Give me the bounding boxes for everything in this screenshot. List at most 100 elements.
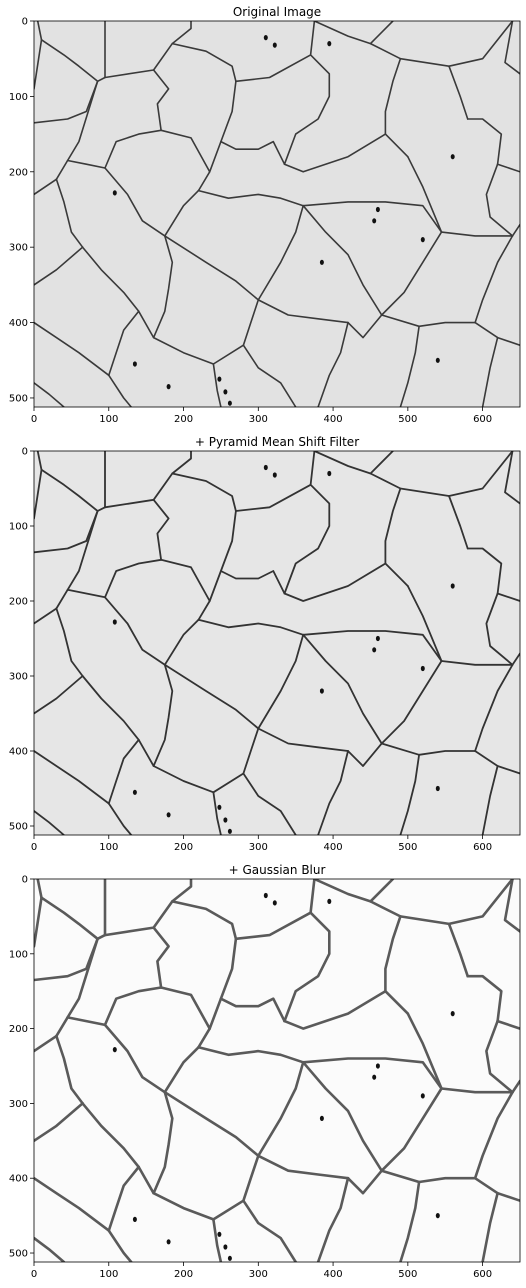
grain-boundary: [34, 607, 58, 625]
grain-boundary: [34, 382, 65, 407]
pore: [420, 237, 425, 243]
axes-frame: [33, 450, 521, 836]
grain-boundary: [40, 21, 106, 83]
pore: [450, 154, 455, 160]
pore: [217, 376, 222, 382]
grain-boundary: [283, 989, 387, 1030]
grain-boundary: [380, 660, 443, 745]
grain-boundary: [212, 727, 260, 794]
grain-boundary: [313, 879, 395, 903]
grain-boundary: [466, 118, 503, 165]
x-tick-label: 600: [473, 414, 492, 425]
grain-boundary: [34, 750, 110, 805]
grain-boundary: [55, 1016, 107, 1038]
pore: [319, 1115, 324, 1121]
grain-boundary: [34, 178, 58, 196]
panel-title: + Gaussian Blur: [229, 863, 326, 877]
grain-boundary: [220, 140, 286, 165]
grain-boundary: [171, 472, 237, 512]
grain-boundary: [347, 314, 383, 339]
y-tick-label: 0: [22, 17, 28, 28]
pore: [166, 812, 171, 818]
grain-boundary: [242, 772, 297, 835]
panel-title: Original Image: [233, 5, 321, 19]
panel-title: + Pyramid Mean Shift Filter: [195, 435, 359, 449]
pore: [372, 647, 377, 653]
grain-boundary: [34, 675, 84, 715]
pore: [223, 817, 228, 823]
pore: [435, 357, 440, 363]
grain-boundary: [212, 363, 222, 407]
grain-boundary: [496, 163, 520, 173]
x-tick-label: 400: [324, 1269, 343, 1280]
grain-boundary: [212, 299, 260, 365]
pore: [319, 688, 324, 694]
grain-boundary: [160, 129, 211, 173]
pore: [217, 1231, 222, 1237]
grain-boundary: [496, 1019, 520, 1030]
grain-boundary: [504, 451, 520, 505]
grain-boundary: [485, 592, 514, 666]
pore: [375, 1063, 380, 1069]
x-tick-label: 100: [99, 414, 118, 425]
grain-boundary: [171, 900, 238, 941]
x-tick-label: 500: [398, 414, 417, 425]
pore: [435, 785, 440, 792]
y-tick-label: 100: [9, 92, 28, 103]
grain-boundary: [107, 738, 140, 805]
grain-boundary: [81, 1102, 140, 1169]
grain-boundary: [474, 663, 514, 752]
y-tick-label: 500: [9, 1249, 28, 1260]
grain-boundary: [220, 570, 286, 595]
grain-boundary: [485, 1019, 514, 1094]
pore: [435, 1213, 440, 1219]
pore: [272, 472, 277, 478]
x-tick-label: 200: [174, 842, 193, 853]
x-tick-label: 0: [31, 1269, 37, 1280]
grain-boundary: [212, 1154, 260, 1221]
grain-boundary: [406, 585, 443, 662]
micrograph-image: [34, 879, 520, 1262]
grain-boundary: [317, 321, 349, 407]
pore: [375, 635, 380, 642]
grain-boundary: [164, 189, 200, 237]
grain-boundary: [440, 652, 520, 666]
grain-boundary: [235, 451, 316, 512]
grain-boundary: [103, 1023, 167, 1094]
x-tick-label: 300: [249, 842, 268, 853]
pore: [327, 470, 332, 477]
grain-boundary: [440, 223, 520, 237]
grain-boundary: [384, 487, 409, 587]
x-tick-label: 400: [324, 414, 343, 425]
grain-boundary: [107, 1229, 133, 1262]
grain-boundary: [163, 663, 260, 730]
grain-boundary: [399, 325, 420, 407]
grain-boundary: [152, 1090, 174, 1195]
y-tick-label: 0: [22, 875, 28, 886]
grain-boundary: [34, 510, 99, 554]
grain-boundary: [283, 54, 331, 165]
y-tick-label: 0: [22, 447, 28, 458]
x-tick-label: 100: [99, 842, 118, 853]
grain-boundary: [466, 974, 503, 1023]
grain-boundary: [137, 738, 215, 794]
grain-boundary: [160, 558, 211, 602]
x-tick-label: 500: [398, 842, 417, 853]
pore: [372, 1074, 377, 1080]
pore: [272, 900, 277, 906]
pore: [217, 804, 222, 810]
pore: [132, 1216, 137, 1222]
x-tick-label: 200: [174, 1269, 193, 1280]
grain-boundary: [103, 986, 163, 1027]
grain-boundary: [257, 204, 304, 301]
grain-boundary: [137, 1165, 215, 1221]
grain-boundary: [108, 374, 132, 407]
micrograph-image: [34, 451, 520, 835]
grain-boundary: [380, 231, 443, 316]
micrograph-image: [34, 21, 520, 407]
pore: [223, 1244, 228, 1250]
y-tick-label: 100: [9, 522, 28, 533]
grain-boundary: [504, 21, 520, 75]
pore: [319, 259, 324, 265]
